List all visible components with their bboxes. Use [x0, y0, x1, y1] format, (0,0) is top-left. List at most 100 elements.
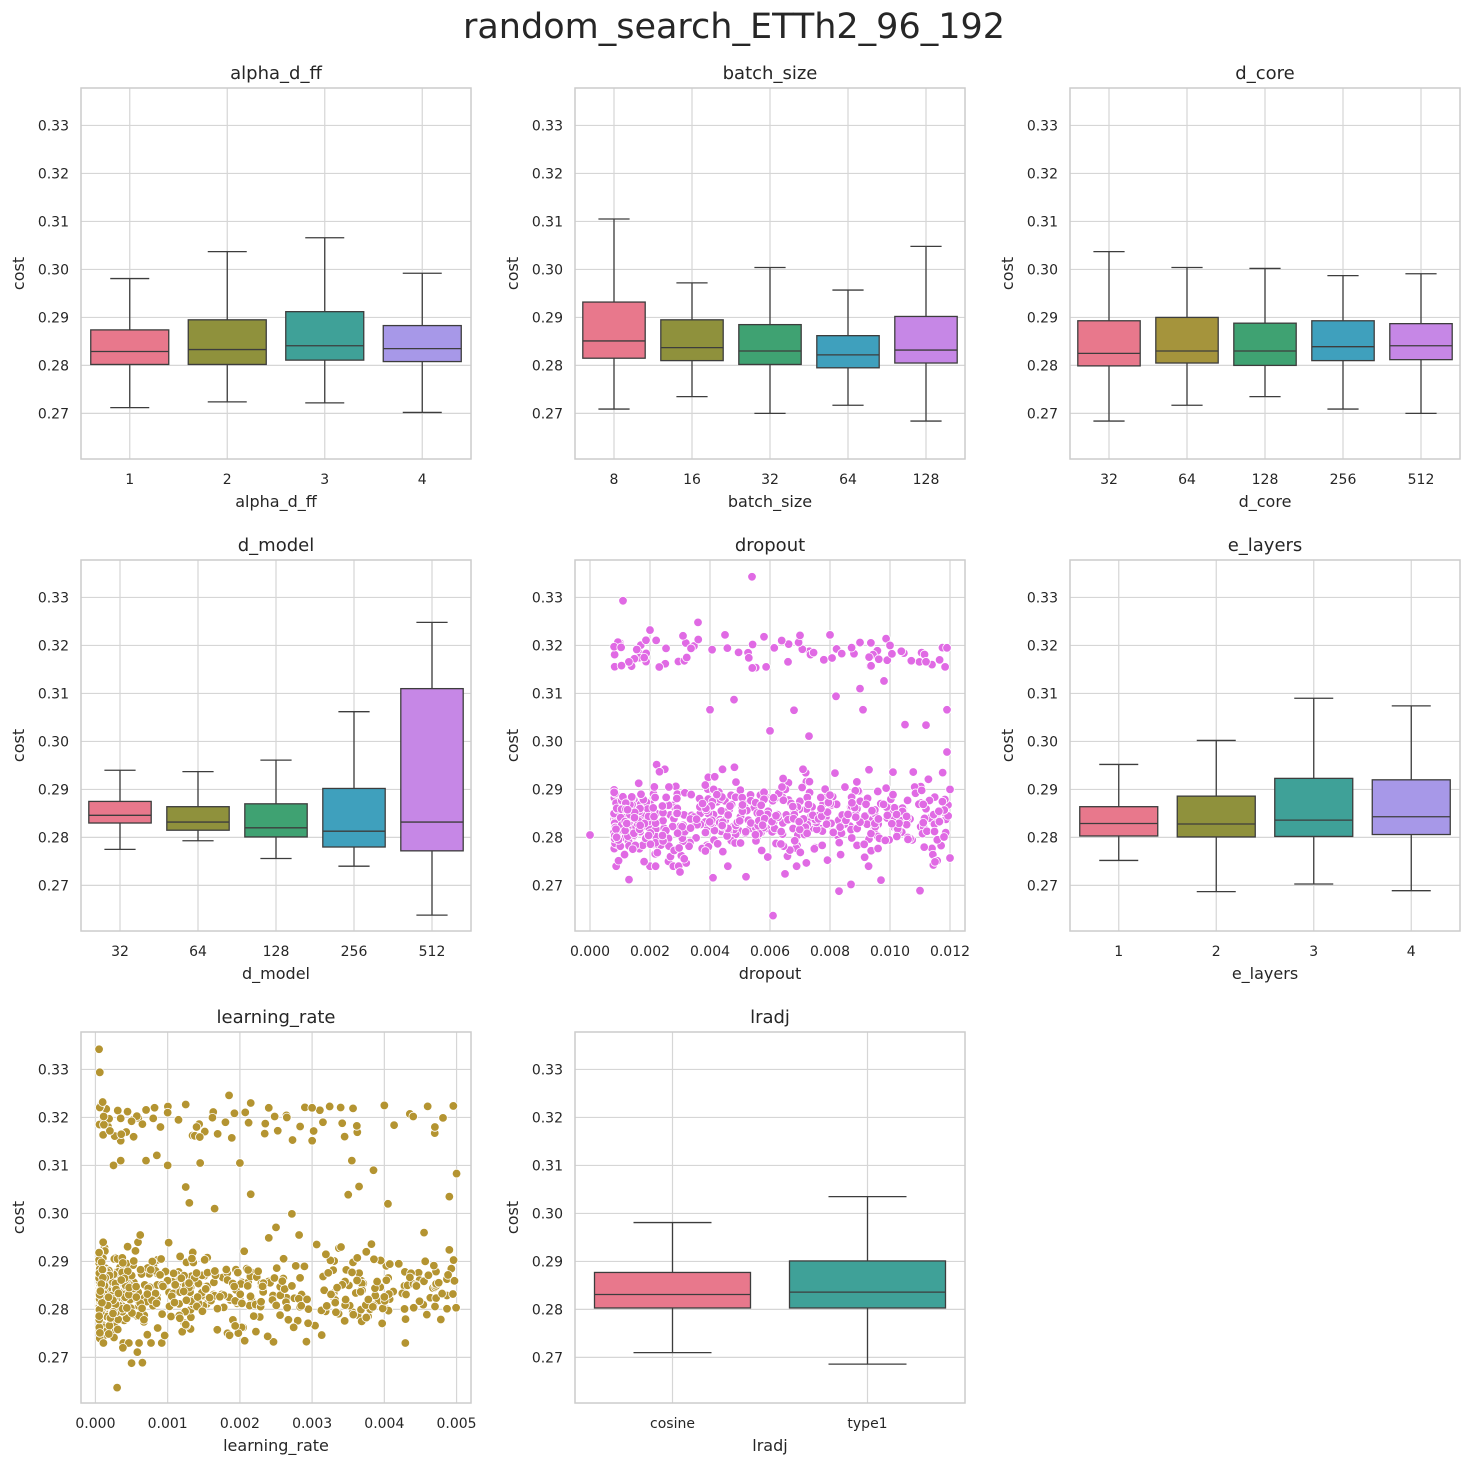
- scatter-point: [729, 762, 740, 772]
- y-tick-label: 0.28: [1027, 358, 1058, 374]
- y-tick-label: 0.31: [38, 214, 69, 230]
- scatter-point: [444, 1245, 455, 1255]
- scatter-point: [141, 1155, 151, 1166]
- scatter-point: [162, 1107, 173, 1118]
- scatter-point: [789, 705, 799, 715]
- box-body: [88, 800, 152, 824]
- x-tick-label: 512: [419, 944, 446, 960]
- scatter-point: [892, 831, 902, 842]
- y-tick-label: 0.27: [532, 878, 563, 894]
- scatter-point: [882, 810, 893, 821]
- scatter-point: [118, 1343, 128, 1353]
- scatter-point: [859, 852, 870, 862]
- scatter-point: [422, 1309, 432, 1320]
- subplot-title: dropout: [735, 535, 805, 556]
- scatter-point: [118, 1258, 128, 1268]
- scatter-point: [757, 820, 768, 830]
- plot-area: [1070, 560, 1460, 931]
- box-3: [1274, 697, 1354, 885]
- scatter-point: [876, 875, 886, 885]
- scatter-point: [735, 838, 746, 848]
- scatter-point: [720, 630, 730, 640]
- scatter-point: [275, 1310, 285, 1320]
- scatter-point: [235, 1289, 245, 1299]
- scatter-point: [768, 793, 779, 803]
- scatter-point: [151, 1298, 162, 1308]
- scatter-point: [790, 836, 800, 846]
- box-body: [322, 787, 386, 848]
- scatter-point: [641, 635, 651, 645]
- scatter-point: [741, 872, 751, 882]
- axes-frame: [1069, 559, 1461, 932]
- scatter-point: [354, 1181, 364, 1192]
- box-body: [187, 319, 267, 366]
- scatter-point: [337, 1118, 347, 1128]
- scatter-point: [618, 596, 628, 606]
- scatter-point: [705, 817, 715, 827]
- box-512: [400, 621, 464, 916]
- scatter-point: [686, 789, 696, 800]
- box-64: [166, 771, 230, 842]
- box-64: [1155, 266, 1219, 406]
- scatter-point: [152, 1323, 163, 1333]
- scatter-point: [902, 795, 913, 806]
- scatter-point: [672, 808, 682, 819]
- scatter-point: [808, 647, 819, 658]
- axes-frame: [80, 87, 472, 460]
- scatter-point: [159, 1330, 170, 1341]
- scatter-point: [323, 1268, 333, 1278]
- scatter-point: [379, 1292, 390, 1302]
- scatter-point: [837, 648, 847, 659]
- x-tick-label: 0.002: [220, 1416, 260, 1432]
- box-4: [1371, 705, 1451, 892]
- scatter-point: [230, 1321, 240, 1331]
- scatter-point: [918, 799, 928, 810]
- scatter-point: [866, 828, 876, 839]
- scatter-point: [116, 1113, 126, 1124]
- scatter-point: [191, 1122, 202, 1132]
- scatter-point: [645, 625, 655, 635]
- scatter-point: [146, 1338, 156, 1348]
- scatter-point: [336, 1242, 346, 1252]
- scatter-point: [257, 1281, 268, 1292]
- y-tick-label: 0.28: [532, 1302, 563, 1318]
- x-tick-label: 0.001: [148, 1416, 188, 1432]
- box-4: [382, 272, 462, 414]
- scatter-point: [678, 631, 688, 641]
- x-tick-label: 0.005: [437, 1416, 477, 1432]
- scatter-point: [363, 1294, 374, 1305]
- scatter-point: [776, 839, 786, 849]
- scatter-point: [725, 801, 735, 811]
- scatter-point: [94, 1044, 104, 1054]
- scatter-point: [175, 1251, 185, 1262]
- scatter-point: [243, 1118, 254, 1128]
- scatter-point: [157, 1309, 167, 1319]
- scatter-point: [411, 1281, 422, 1291]
- scatter-point: [348, 1103, 358, 1114]
- scatter-point: [330, 1297, 340, 1308]
- scatter-point: [795, 630, 805, 641]
- y-tick-label: 0.33: [532, 118, 563, 134]
- scatter-point: [697, 798, 708, 809]
- subplot-dropout: 0.27 0.28 0.29 0.30 0.31 0.32 0.33 0.000 0.002 0.…: [503, 535, 970, 983]
- scatter-point: [834, 886, 844, 896]
- scatter-point: [163, 1237, 174, 1248]
- scatter-point: [220, 1117, 231, 1127]
- scatter-point: [343, 1190, 353, 1200]
- scatter-point: [419, 1227, 429, 1238]
- scatter-point: [385, 1259, 395, 1269]
- scatter-point: [858, 705, 868, 715]
- y-tick-label: 0.30: [532, 262, 563, 278]
- x-axis-label: e_layers: [1232, 964, 1298, 984]
- scatter-point: [181, 1099, 191, 1110]
- scatter-point: [843, 809, 853, 820]
- x-tick-label: 4: [418, 472, 427, 488]
- scatter-point: [430, 1301, 440, 1312]
- x-tick-label: type1: [847, 1416, 887, 1432]
- scatter-point: [137, 1303, 147, 1314]
- scatter-point: [788, 801, 798, 812]
- x-tick-label: 3: [320, 472, 329, 488]
- box-body: [1079, 806, 1159, 837]
- y-tick-label: 0.32: [38, 166, 69, 182]
- y-tick-label: 0.28: [38, 830, 69, 846]
